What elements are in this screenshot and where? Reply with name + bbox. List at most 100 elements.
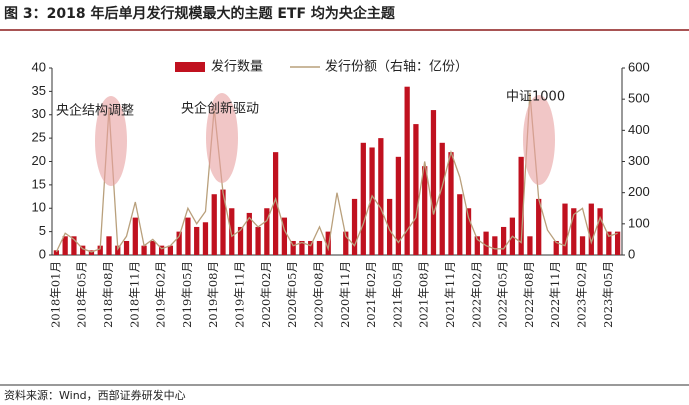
annotation: 央企结构调整 xyxy=(56,103,134,119)
bar xyxy=(527,236,533,255)
bar xyxy=(272,152,279,255)
bar xyxy=(395,156,402,255)
legend-label: 发行份额（右轴：亿份） xyxy=(325,59,468,75)
bar xyxy=(536,198,542,255)
bar xyxy=(115,245,121,255)
x-tick-label: 2018年01月 xyxy=(48,261,62,328)
bar xyxy=(404,86,410,255)
annotation: 中证1000 xyxy=(506,90,565,105)
y2-tick-label: 100 xyxy=(628,215,650,230)
bar xyxy=(553,240,559,255)
y-tick-label: 40 xyxy=(32,59,46,74)
bar xyxy=(474,236,480,255)
y2-tick-label: 500 xyxy=(628,91,650,106)
bar xyxy=(465,208,472,255)
bar xyxy=(378,138,384,255)
y-tick-label: 5 xyxy=(39,223,46,238)
x-tick-label: 2020年02月 xyxy=(259,261,273,328)
bar xyxy=(448,152,454,255)
x-tick-label: 2020年08月 xyxy=(311,261,325,328)
highlight xyxy=(206,93,238,183)
x-tick-label: 2023年05月 xyxy=(601,261,615,328)
bar xyxy=(308,240,314,255)
bar xyxy=(167,245,174,255)
bar xyxy=(211,194,217,255)
legend-label: 发行数量 xyxy=(211,59,263,75)
y-tick-label: 0 xyxy=(39,246,46,261)
bar xyxy=(150,240,156,255)
x-tick-label: 2022年11月 xyxy=(548,261,562,328)
x-tick-label: 2022年02月 xyxy=(469,261,483,328)
y-tick-label: 20 xyxy=(32,153,46,168)
bar xyxy=(597,208,603,255)
x-tick-label: 2020年11月 xyxy=(338,261,352,328)
y2-tick-label: 300 xyxy=(628,153,650,168)
bar xyxy=(255,226,261,255)
bar xyxy=(185,217,191,255)
y2-tick-label: 400 xyxy=(628,122,650,137)
bar xyxy=(132,217,138,255)
x-tick-label: 2019年05月 xyxy=(180,261,194,328)
bar xyxy=(299,240,305,255)
x-tick-label: 2021年08月 xyxy=(417,261,431,328)
bar xyxy=(492,236,498,255)
bar xyxy=(518,156,524,255)
bar xyxy=(194,226,200,255)
bar xyxy=(562,203,568,255)
bar xyxy=(386,198,393,255)
bar xyxy=(53,250,60,255)
highlight xyxy=(523,95,555,185)
bar xyxy=(439,142,445,255)
x-tick-label: 2018年08月 xyxy=(101,261,115,328)
bar xyxy=(422,166,428,255)
bar xyxy=(500,226,507,255)
bar xyxy=(483,231,489,255)
bar xyxy=(606,231,612,255)
bar xyxy=(106,236,112,255)
annotation: 央企创新驱动 xyxy=(181,101,259,117)
bar xyxy=(457,194,463,255)
x-tick-label: 2019年11月 xyxy=(233,261,247,328)
x-tick-label: 2019年08月 xyxy=(206,261,220,328)
bar xyxy=(176,231,182,255)
x-tick-label: 2021年11月 xyxy=(443,261,457,328)
bar xyxy=(220,189,226,255)
bar xyxy=(430,110,437,255)
bar xyxy=(325,231,331,255)
y-tick-label: 25 xyxy=(32,130,46,145)
bar xyxy=(202,222,209,255)
bar xyxy=(62,236,68,255)
x-tick-label: 2018年11月 xyxy=(127,261,141,328)
bar xyxy=(141,245,147,255)
bar xyxy=(123,240,130,255)
y-tick-label: 10 xyxy=(32,200,46,215)
bar xyxy=(71,236,77,255)
highlight xyxy=(95,96,127,186)
bar xyxy=(413,124,419,255)
bar xyxy=(588,203,594,255)
y2-tick-label: 200 xyxy=(628,184,650,199)
x-tick-label: 2020年05月 xyxy=(285,261,299,328)
x-tick-label: 2019年02月 xyxy=(154,261,168,328)
bar xyxy=(246,212,252,255)
source: 资料来源：Wind，西部证券研发中心 xyxy=(4,388,186,402)
bar xyxy=(88,250,95,255)
bar xyxy=(97,245,103,255)
bar xyxy=(237,226,244,255)
legend-swatch xyxy=(175,62,205,72)
x-tick-label: 2018年05月 xyxy=(75,261,89,328)
bar xyxy=(229,208,235,255)
y-tick-label: 30 xyxy=(32,106,46,121)
bar xyxy=(351,198,358,255)
y2-tick-label: 600 xyxy=(628,59,650,74)
bar xyxy=(80,245,86,255)
bar xyxy=(281,217,288,255)
x-tick-label: 2021年05月 xyxy=(390,261,404,328)
bar xyxy=(579,236,586,255)
x-tick-label: 2022年05月 xyxy=(496,261,510,328)
bar xyxy=(316,240,323,255)
chart-title: 图 3：2018 年后单月发行规模最大的主题 ETF 均为央企主题 xyxy=(4,5,396,22)
bar xyxy=(343,231,349,255)
y-tick-label: 15 xyxy=(32,176,46,191)
